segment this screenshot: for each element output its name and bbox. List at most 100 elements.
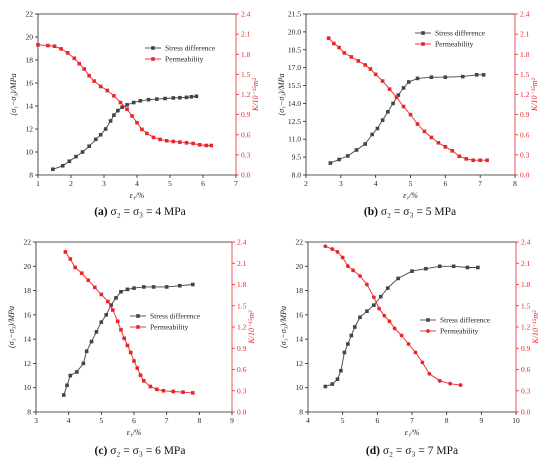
y2-tick-label: 0.0 bbox=[241, 171, 251, 180]
data-point bbox=[382, 313, 387, 318]
y-axis-label: (σ₁−σ₃)/MPa bbox=[279, 306, 288, 348]
y-tick-label: 14 bbox=[296, 335, 304, 344]
data-point bbox=[465, 265, 470, 270]
data-point bbox=[410, 269, 414, 273]
data-point bbox=[457, 154, 462, 159]
y-tick-label: 18 bbox=[26, 56, 34, 65]
y2-tick-label: 0.9 bbox=[241, 110, 251, 119]
data-point bbox=[75, 370, 79, 374]
x-tick-label: 6 bbox=[132, 416, 136, 425]
y2-tick-label: 0.6 bbox=[241, 130, 251, 139]
data-point bbox=[394, 95, 399, 99]
y2-tick-label: 0.9 bbox=[237, 344, 247, 353]
legend: Stress difference Permeability bbox=[415, 29, 486, 49]
y2-tick-label: 0.0 bbox=[237, 408, 247, 417]
x-axis-label: ε₁/% bbox=[405, 428, 420, 437]
data-point bbox=[68, 257, 73, 261]
data-point bbox=[451, 264, 456, 269]
x-tick-label: 3 bbox=[339, 179, 343, 188]
data-point bbox=[371, 295, 376, 300]
x-tick-label: 5 bbox=[168, 179, 172, 188]
data-point bbox=[335, 377, 340, 382]
data-point bbox=[372, 303, 376, 307]
y2-tick-label: 2.1 bbox=[520, 30, 530, 39]
data-point bbox=[354, 148, 359, 152]
data-point bbox=[79, 271, 84, 275]
data-point bbox=[155, 97, 159, 101]
x-tick-label: 7 bbox=[410, 416, 414, 425]
y-tick-label: 12 bbox=[24, 359, 32, 368]
data-point bbox=[406, 342, 411, 346]
data-point bbox=[140, 127, 144, 132]
y-tick-label: 18.5 bbox=[288, 45, 301, 54]
data-point bbox=[401, 104, 406, 109]
data-point bbox=[164, 138, 169, 143]
data-point bbox=[339, 368, 343, 373]
y2-tick-label: 2.4 bbox=[237, 238, 247, 247]
y2-tick-label: 2.1 bbox=[237, 259, 247, 268]
data-point bbox=[84, 349, 89, 354]
y-tick-label: 15.5 bbox=[288, 81, 301, 90]
y2-tick-label: 1.8 bbox=[521, 280, 531, 289]
data-point bbox=[349, 55, 354, 59]
data-point bbox=[158, 137, 162, 142]
data-point bbox=[93, 137, 98, 142]
data-point bbox=[132, 286, 136, 290]
legend: Stress difference Permeability bbox=[130, 312, 201, 332]
data-point bbox=[424, 266, 428, 271]
data-point bbox=[197, 143, 202, 147]
y2-tick-label: 0.3 bbox=[241, 150, 251, 159]
y-tick-label: 12 bbox=[296, 359, 304, 368]
x-tick-label: 5 bbox=[99, 416, 103, 425]
data-point bbox=[408, 112, 413, 117]
y-axis-label: (σ₁−σ₃)/MPa bbox=[277, 74, 286, 116]
series-permeability bbox=[326, 36, 489, 163]
data-point bbox=[119, 328, 123, 332]
data-point bbox=[105, 88, 110, 93]
data-point bbox=[380, 79, 385, 83]
y2-tick-label: 0.9 bbox=[520, 110, 530, 119]
data-point bbox=[478, 158, 482, 163]
panel-caption: (b) σ₂ = σ₃ = 5 MPa bbox=[364, 206, 456, 218]
y2-tick-label: 0.0 bbox=[521, 408, 531, 417]
data-point bbox=[164, 285, 169, 289]
data-point bbox=[131, 100, 136, 105]
data-point bbox=[429, 135, 434, 140]
data-point bbox=[114, 296, 118, 300]
x-tick-label: 8 bbox=[445, 416, 449, 425]
data-point bbox=[36, 43, 40, 47]
data-point bbox=[106, 299, 110, 304]
y2-tick-label: 1.8 bbox=[237, 280, 247, 289]
legend-marker bbox=[426, 329, 430, 333]
y2-tick-label: 0.6 bbox=[237, 365, 247, 374]
data-point bbox=[368, 67, 373, 71]
x-tick-label: 4 bbox=[135, 179, 139, 188]
y-tick-label: 22 bbox=[24, 238, 32, 247]
legend-label: Stress difference bbox=[435, 29, 486, 38]
legend-label: Permeability bbox=[440, 327, 479, 336]
x-tick-label: 8 bbox=[513, 179, 517, 188]
y-tick-label: 8.0 bbox=[292, 171, 302, 180]
data-point bbox=[110, 308, 115, 312]
panel-caption: (a) σ₂ = σ₃ = 4 MPa bbox=[94, 206, 186, 218]
data-point bbox=[356, 59, 361, 63]
x-tick-label: 3 bbox=[34, 416, 38, 425]
y-tick-label: 22 bbox=[26, 10, 34, 19]
data-point bbox=[460, 74, 465, 79]
data-point bbox=[337, 157, 341, 162]
y2-tick-label: 2.4 bbox=[521, 238, 531, 247]
data-point bbox=[415, 76, 420, 81]
y2-axis-label: K/10⁻¹⁵m² bbox=[531, 310, 540, 345]
data-point bbox=[365, 309, 369, 314]
data-point bbox=[194, 94, 199, 99]
y-tick-label: 14.0 bbox=[288, 99, 301, 108]
data-point bbox=[330, 247, 335, 251]
x-tick-label: 9 bbox=[230, 416, 234, 425]
y2-tick-label: 2.1 bbox=[521, 259, 531, 268]
y-tick-label: 16 bbox=[26, 79, 34, 88]
y-tick-label: 18 bbox=[296, 286, 304, 295]
data-point bbox=[178, 140, 182, 144]
data-point bbox=[99, 320, 104, 324]
panel-caption: (d) σ₂ = σ₃ = 7 MPa bbox=[366, 445, 458, 457]
legend-label: Stress difference bbox=[150, 312, 201, 321]
